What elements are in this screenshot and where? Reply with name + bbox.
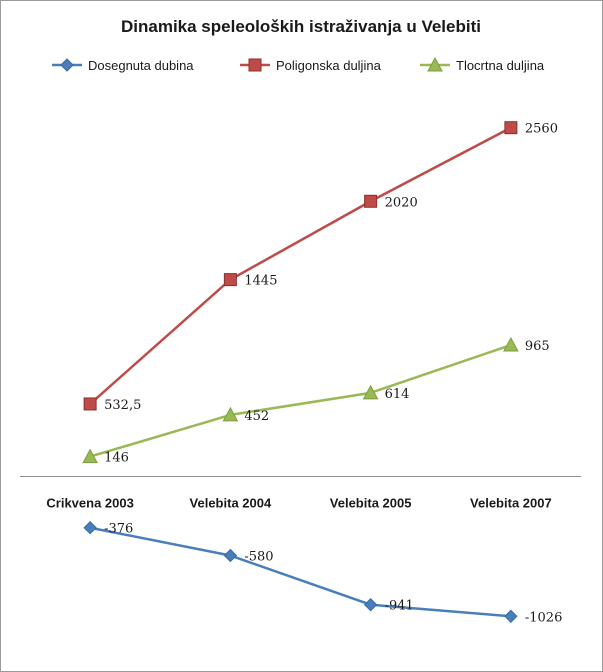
legend-label: Poligonska duljina [276, 58, 382, 73]
legend: Dosegnuta dubina Poligonska duljina Tlocrt… [52, 56, 545, 73]
data-point [503, 336, 519, 352]
series-3: 146 452 614 965 [82, 336, 550, 466]
data-point [82, 448, 98, 464]
category-label: Velebita 2004 [190, 496, 272, 511]
data-point [363, 598, 378, 612]
series-line [89, 126, 512, 405]
data-point [223, 273, 237, 287]
series-2: 532,5 1445 2020 2560 [83, 121, 558, 413]
data-label: -580 [244, 550, 273, 565]
data-point [223, 548, 238, 563]
category-label: Crikvena 2003 [46, 496, 133, 511]
legend-marker [60, 58, 74, 72]
legend-marker [427, 56, 443, 72]
series-line [89, 526, 511, 618]
legend-label: Tlocrtna duljina [456, 58, 545, 73]
legend-label: Dosegnuta dubina [88, 58, 194, 73]
data-label: 2020 [385, 195, 418, 210]
category-label: Velebita 2007 [470, 496, 552, 511]
data-point [504, 609, 518, 623]
data-point [504, 121, 518, 135]
data-label: 1445 [244, 274, 277, 289]
data-point [222, 406, 239, 422]
series-group: -376 -580 -941 -1026 532,5 1445 2020 2560 146 452… [82, 121, 562, 625]
data-label: 146 [104, 451, 129, 466]
data-label: 2560 [525, 122, 558, 137]
data-label: 965 [525, 339, 550, 354]
data-label: -941 [385, 599, 414, 614]
series-line [89, 343, 512, 458]
data-point [83, 397, 97, 411]
category-label: Velebita 2005 [330, 496, 412, 511]
chart-title: Dinamika speleoloških istraživanja u Vel… [121, 17, 481, 36]
data-label: 614 [385, 387, 410, 402]
data-label: -1026 [525, 610, 562, 625]
data-label: -376 [104, 522, 133, 537]
data-point [83, 521, 97, 535]
series-1: -376 -580 -941 -1026 [83, 521, 562, 625]
category-labels: Crikvena 2003 Velebita 2004 Velebita 2005 V… [46, 496, 551, 511]
data-label: 452 [244, 409, 269, 424]
legend-marker [248, 58, 262, 72]
data-point [364, 194, 378, 208]
data-label: 532,5 [104, 398, 141, 413]
data-point [362, 384, 379, 400]
